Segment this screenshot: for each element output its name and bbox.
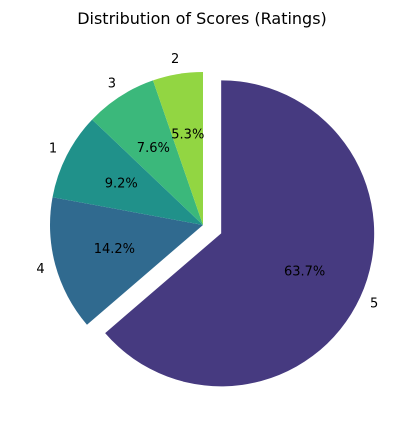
slice-label-3: 3 xyxy=(108,76,116,91)
slice-percent-5: 63.7% xyxy=(284,265,325,280)
pie-slice-5 xyxy=(105,80,375,387)
pie-labels: 5 63.7% 4 14.2% 1 9.2% 3 7.6% 2 5.3% xyxy=(36,52,378,312)
slice-percent-1: 9.2% xyxy=(105,176,138,191)
chart-title: Distribution of Scores (Ratings) xyxy=(77,9,327,28)
slice-label-5: 5 xyxy=(370,297,378,312)
slice-percent-4: 14.2% xyxy=(94,242,135,257)
slice-percent-3: 7.6% xyxy=(137,141,170,156)
pie-slices xyxy=(50,72,375,387)
pie-slice-2 xyxy=(152,72,203,225)
slice-label-1: 1 xyxy=(49,142,57,157)
pie-slice-3 xyxy=(92,80,203,225)
pie-slice-1 xyxy=(52,119,203,225)
slice-label-2: 2 xyxy=(171,52,179,67)
pie-slice-4 xyxy=(50,197,203,325)
slice-label-4: 4 xyxy=(36,262,44,277)
slice-percent-2: 5.3% xyxy=(171,127,204,142)
